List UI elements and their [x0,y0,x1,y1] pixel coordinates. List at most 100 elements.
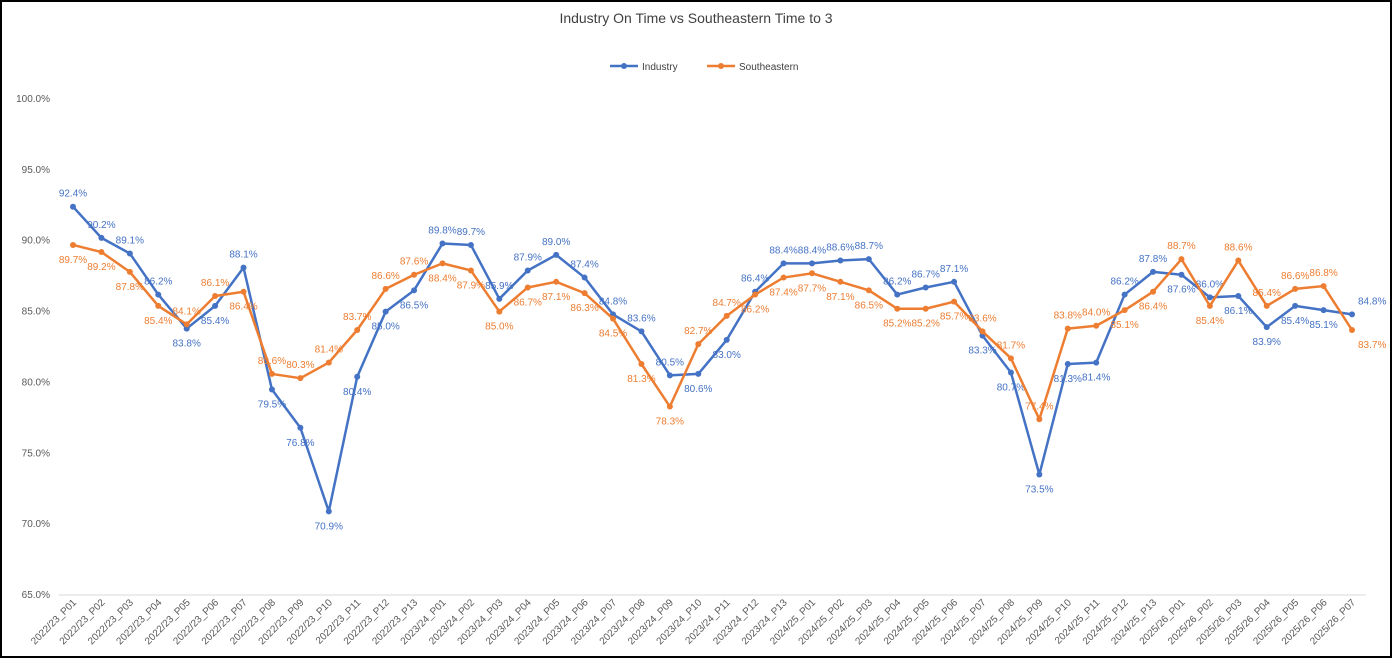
data-label: 83.7% [1358,340,1386,351]
data-label: 86.5% [855,300,883,311]
data-point [1178,256,1185,263]
data-point [382,308,389,315]
data-point [894,291,901,298]
data-label: 80.6% [258,356,286,367]
data-label: 86.4% [741,274,769,285]
data-label: 86.0% [1196,279,1224,290]
data-point [240,288,247,295]
data-point [524,284,531,291]
data-point [1150,288,1157,295]
data-point [467,241,474,248]
data-label: 84.7% [713,298,741,309]
data-point [1036,416,1043,423]
data-point [951,298,958,305]
data-point [411,287,418,294]
data-label: 86.6% [1281,271,1309,282]
data-point [553,278,560,285]
data-point [837,278,844,285]
data-point [1320,307,1327,314]
data-label: 87.7% [798,283,826,294]
data-point [325,359,332,366]
data-point [1093,359,1100,366]
data-label: 87.6% [1167,285,1195,296]
series-line [72,243,1354,421]
data-point [212,302,219,309]
y-tick-label: 95.0% [22,165,50,176]
data-point [1349,311,1355,318]
data-label: 87.4% [570,260,598,271]
data-label: 84.1% [173,306,201,317]
data-label: 85.4% [1196,316,1224,327]
data-label: 89.7% [59,255,87,266]
data-label: 83.8% [1054,311,1082,322]
data-point [723,336,730,343]
data-label: 80.5% [656,357,684,368]
series-industry: 92.4% 90.2%89.1% 86.2% 83.8% 85.4% 88.1% 79.5%… [59,189,1387,533]
data-label: 85.4% [1281,316,1309,327]
data-point [808,270,815,277]
data-point [1036,471,1043,478]
data-label: 87.8% [1139,254,1167,265]
data-label: 87.9% [457,280,485,291]
data-point [638,361,645,368]
data-point [581,274,588,281]
data-point [411,271,418,278]
data-label: 86.2% [883,277,911,288]
data-label: 76.8% [286,438,314,449]
data-point [723,312,730,319]
data-point [268,370,275,377]
data-point [1263,302,1270,309]
data-point [1263,324,1270,331]
data-point [126,250,133,257]
data-label: 86.1% [1224,306,1252,317]
y-tick-label: 75.0% [22,448,50,459]
data-point [439,240,446,247]
data-label: 85.1% [1309,320,1337,331]
data-label: 86.7% [514,297,542,308]
data-point [268,386,275,393]
data-label: 84.5% [599,329,627,340]
data-point [325,508,332,515]
data-label: 85.4% [144,316,172,327]
data-point [780,260,787,267]
data-label: 80.3% [286,360,314,371]
data-point [496,295,503,302]
data-label: 86.8% [1309,268,1337,279]
data-point [1206,302,1213,309]
data-label: 87.1% [826,292,854,303]
data-point [212,292,219,299]
data-point [1206,294,1213,301]
data-point [524,267,531,274]
series-group: 92.4% 90.2%89.1% 86.2% 83.8% 85.4% 88.1% 79.5%… [59,189,1387,533]
data-point [581,290,588,297]
data-label: 89.0% [542,237,570,248]
data-label: 83.9% [1253,337,1281,348]
data-point [354,373,361,380]
data-point [1064,361,1071,368]
legend-label: Southeastern [739,62,799,73]
data-label: 86.4% [1139,302,1167,313]
data-label: 89.2% [87,262,115,273]
data-point [951,278,958,285]
data-point [354,326,361,333]
data-label: 84.0% [1082,308,1110,319]
data-label: 85.2% [911,319,939,330]
data-label: 81.4% [315,345,343,356]
y-axis: 65.0% 70.0% 75.0% 80.0% 85.0% 90.0% 95.0% 100.0… [16,94,1366,601]
data-point [922,284,929,291]
data-label: 83.0% [713,350,741,361]
data-point [183,325,190,332]
data-label: 85.0% [371,322,399,333]
data-label: 81.7% [997,340,1025,351]
data-point [894,305,901,312]
data-label: 85.9% [485,281,513,292]
data-point [1320,283,1327,290]
data-label: 80.4% [343,387,371,398]
data-point [1292,302,1299,309]
data-point [752,291,759,298]
data-label: 89.7% [457,227,485,238]
data-label: 87.4% [769,288,797,299]
chart-title: Industry On Time vs Southeastern Time to… [559,10,832,26]
data-label: 83.6% [627,313,655,324]
data-label: 85.4% [201,316,229,327]
